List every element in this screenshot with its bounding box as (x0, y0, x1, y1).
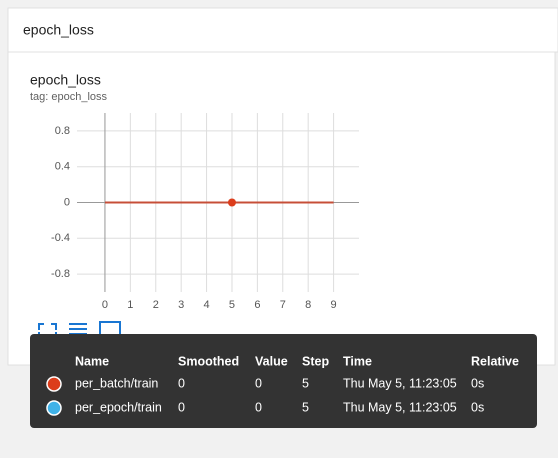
tooltip-header: Value (255, 354, 288, 368)
tooltip-header: Time (343, 354, 372, 368)
y-tick-label: 0.8 (55, 125, 70, 137)
x-tick-label: 3 (178, 299, 184, 311)
tooltip-time: Thu May 5, 11:23:05 (343, 400, 457, 414)
tooltip-smoothed: 0 (178, 376, 185, 390)
tooltip-value: 0 (255, 400, 262, 414)
x-tick-label: 4 (204, 299, 210, 311)
highlight-point (227, 198, 236, 207)
x-tick-label: 0 (102, 299, 108, 311)
legend-swatch (46, 376, 62, 392)
tooltip-smoothed: 0 (178, 400, 185, 414)
tooltip-header: Smoothed (178, 354, 239, 368)
y-tick-label: 0.4 (55, 161, 70, 173)
legend-swatch (46, 400, 62, 416)
tooltip-relative: 0s (471, 376, 484, 390)
x-tick-label: 2 (153, 299, 159, 311)
tooltip-name: per_epoch/train (75, 400, 162, 414)
chart-subtitle: tag: epoch_loss (30, 91, 108, 103)
header-card (7, 7, 558, 53)
tooltip-name: per_batch/train (75, 376, 158, 390)
x-tick-label: 1 (127, 299, 133, 311)
tooltip (30, 334, 537, 428)
y-tick-label: -0.4 (51, 232, 70, 244)
tooltip-relative: 0s (471, 400, 484, 414)
chart-card (7, 51, 556, 366)
header-title: epoch_loss (23, 22, 94, 38)
tooltip-header: Step (302, 354, 329, 368)
tooltip-step: 5 (302, 376, 309, 390)
y-tick-label: 0 (64, 196, 70, 208)
tooltip-step: 5 (302, 400, 309, 414)
tooltip-header: Name (75, 354, 109, 368)
x-tick-label: 6 (254, 299, 260, 311)
tooltip-header: Relative (471, 354, 519, 368)
tooltip-time: Thu May 5, 11:23:05 (343, 376, 457, 390)
fullscreen-icon[interactable] (38, 323, 57, 339)
x-tick-label: 5 (229, 299, 235, 311)
x-tick-label: 7 (280, 299, 286, 311)
tooltip-value: 0 (255, 376, 262, 390)
x-tick-label: 8 (305, 299, 311, 311)
y-tick-label: -0.8 (51, 268, 70, 280)
x-tick-label: 9 (331, 299, 337, 311)
chart-title: epoch_loss (30, 72, 101, 88)
